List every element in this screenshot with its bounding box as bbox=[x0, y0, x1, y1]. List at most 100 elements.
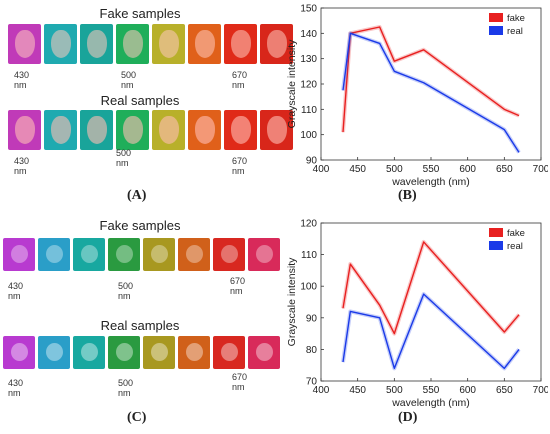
x-tick-label: 550 bbox=[423, 164, 440, 175]
x-tick-label: 450 bbox=[349, 164, 366, 175]
real-c-sample-2 bbox=[46, 343, 63, 361]
fake-c-sample-5 bbox=[151, 245, 168, 263]
fake-a-sample-2 bbox=[51, 30, 71, 58]
legend-label-fake: fake bbox=[507, 228, 525, 239]
chart-b: 90 100 110 120 130 140 150 400 450 500 550 600 650 70… bbox=[286, 4, 548, 189]
fake-a-tile-4 bbox=[116, 24, 149, 64]
fake-c-tile-8 bbox=[248, 238, 280, 271]
x-tick-label: 700 bbox=[533, 164, 548, 175]
y-tick-label: 130 bbox=[300, 54, 317, 65]
y-tick-label: 80 bbox=[306, 345, 318, 356]
real-c-sample-3 bbox=[81, 343, 98, 361]
y-tick-label: 120 bbox=[300, 219, 317, 230]
fake-c-sample-8 bbox=[256, 245, 273, 263]
real-c-sample-6 bbox=[186, 343, 203, 361]
fake-c-tile-4 bbox=[108, 238, 140, 271]
real-a-sample-2 bbox=[51, 116, 71, 144]
series-band-fake bbox=[341, 25, 520, 133]
fake-sample-strip-c bbox=[3, 238, 280, 271]
x-tick-label: 450 bbox=[349, 385, 366, 396]
fake-c-tile-3 bbox=[73, 238, 105, 271]
real-c-tile-6 bbox=[178, 336, 210, 369]
legend-swatch-fake bbox=[489, 228, 503, 237]
fake-a-tile-7 bbox=[224, 24, 257, 64]
fake-c-tile-2 bbox=[38, 238, 70, 271]
wl-label-c-real-500: 500 nm bbox=[118, 378, 134, 398]
x-tick-label: 550 bbox=[423, 385, 440, 396]
real-a-sample-6 bbox=[195, 116, 215, 144]
fake-a-sample-6 bbox=[195, 30, 215, 58]
panel-label-d: (D) bbox=[398, 410, 418, 425]
real-a-tile-4 bbox=[116, 110, 149, 150]
fake-c-sample-4 bbox=[116, 245, 133, 263]
y-tick-label: 150 bbox=[300, 4, 317, 15]
real-a-tile-8 bbox=[260, 110, 293, 150]
real-a-tile-1 bbox=[8, 110, 41, 150]
real-a-sample-3 bbox=[87, 116, 107, 144]
real-sample-strip-c bbox=[3, 336, 280, 369]
panel-label-b: (B) bbox=[398, 188, 417, 203]
legend-label-fake: fake bbox=[507, 13, 525, 24]
fake-a-sample-8 bbox=[267, 30, 287, 58]
series-line-fake bbox=[342, 26, 520, 133]
series-line-real bbox=[342, 32, 520, 153]
fake-a-sample-7 bbox=[231, 30, 251, 58]
series-band-real bbox=[341, 31, 521, 154]
x-tick-label: 500 bbox=[386, 385, 403, 396]
fake-a-tile-6 bbox=[188, 24, 221, 64]
y-tick-label: 90 bbox=[306, 156, 318, 167]
real-sample-strip-a bbox=[8, 110, 293, 150]
real-c-sample-4 bbox=[116, 343, 133, 361]
panel-label-c: (C) bbox=[127, 410, 147, 425]
fake-c-tile-5 bbox=[143, 238, 175, 271]
x-tick-label: 600 bbox=[459, 385, 476, 396]
real-samples-title-a: Real samples bbox=[100, 93, 180, 108]
real-a-sample-5 bbox=[159, 116, 179, 144]
y-tick-label: 110 bbox=[301, 105, 317, 116]
series-line-real bbox=[342, 293, 520, 370]
real-a-sample-7 bbox=[231, 116, 251, 144]
y-tick-label: 120 bbox=[300, 80, 317, 91]
fake-a-sample-4 bbox=[123, 30, 143, 58]
x-tick-label: 600 bbox=[459, 164, 476, 175]
real-a-tile-5 bbox=[152, 110, 185, 150]
real-c-tile-4 bbox=[108, 336, 140, 369]
fake-c-sample-7 bbox=[221, 245, 238, 263]
wl-label-a-real-430: 430 nm bbox=[14, 156, 30, 176]
real-c-sample-7 bbox=[221, 343, 238, 361]
x-tick-label: 500 bbox=[386, 164, 403, 175]
y-tick-label: 90 bbox=[306, 313, 318, 324]
wl-label-a-fake-500: 500 nm bbox=[121, 70, 137, 90]
panel-label-a: (A) bbox=[127, 188, 147, 203]
fake-samples-title-c: Fake samples bbox=[99, 218, 181, 233]
y-tick-label: 100 bbox=[300, 130, 317, 141]
wl-label-c-real-670: 670 nm bbox=[232, 372, 248, 392]
fake-a-sample-5 bbox=[159, 30, 179, 58]
real-c-sample-5 bbox=[151, 343, 168, 361]
fake-c-sample-2 bbox=[46, 245, 63, 263]
chart-d: 70 80 90 100 110 120 400 450 500 550 600 650 700 wave… bbox=[286, 219, 548, 410]
fake-c-sample-6 bbox=[186, 245, 203, 263]
real-a-sample-8 bbox=[267, 116, 287, 144]
fake-c-tile-1 bbox=[3, 238, 35, 271]
real-a-tile-3 bbox=[80, 110, 113, 150]
real-c-tile-8 bbox=[248, 336, 280, 369]
fake-a-tile-1 bbox=[8, 24, 41, 64]
x-axis-label: wavelength (nm) bbox=[391, 397, 470, 409]
wl-label-a-fake-430: 430 nm bbox=[14, 70, 30, 90]
legend-swatch-fake bbox=[489, 13, 503, 22]
y-tick-label: 140 bbox=[300, 29, 317, 40]
x-tick-label: 650 bbox=[496, 385, 513, 396]
y-tick-label: 110 bbox=[301, 250, 317, 261]
fake-a-tile-8 bbox=[260, 24, 293, 64]
series-line-fake bbox=[342, 241, 520, 335]
real-samples-title-c: Real samples bbox=[100, 318, 180, 333]
x-tick-label: 650 bbox=[496, 164, 513, 175]
x-tick-label: 700 bbox=[533, 385, 548, 396]
real-c-sample-1 bbox=[11, 343, 28, 361]
x-tick-label: 400 bbox=[313, 385, 330, 396]
y-axis-label: Grayscale intensity bbox=[286, 257, 298, 346]
fake-a-tile-2 bbox=[44, 24, 77, 64]
fake-a-sample-3 bbox=[87, 30, 107, 58]
real-c-tile-5 bbox=[143, 336, 175, 369]
